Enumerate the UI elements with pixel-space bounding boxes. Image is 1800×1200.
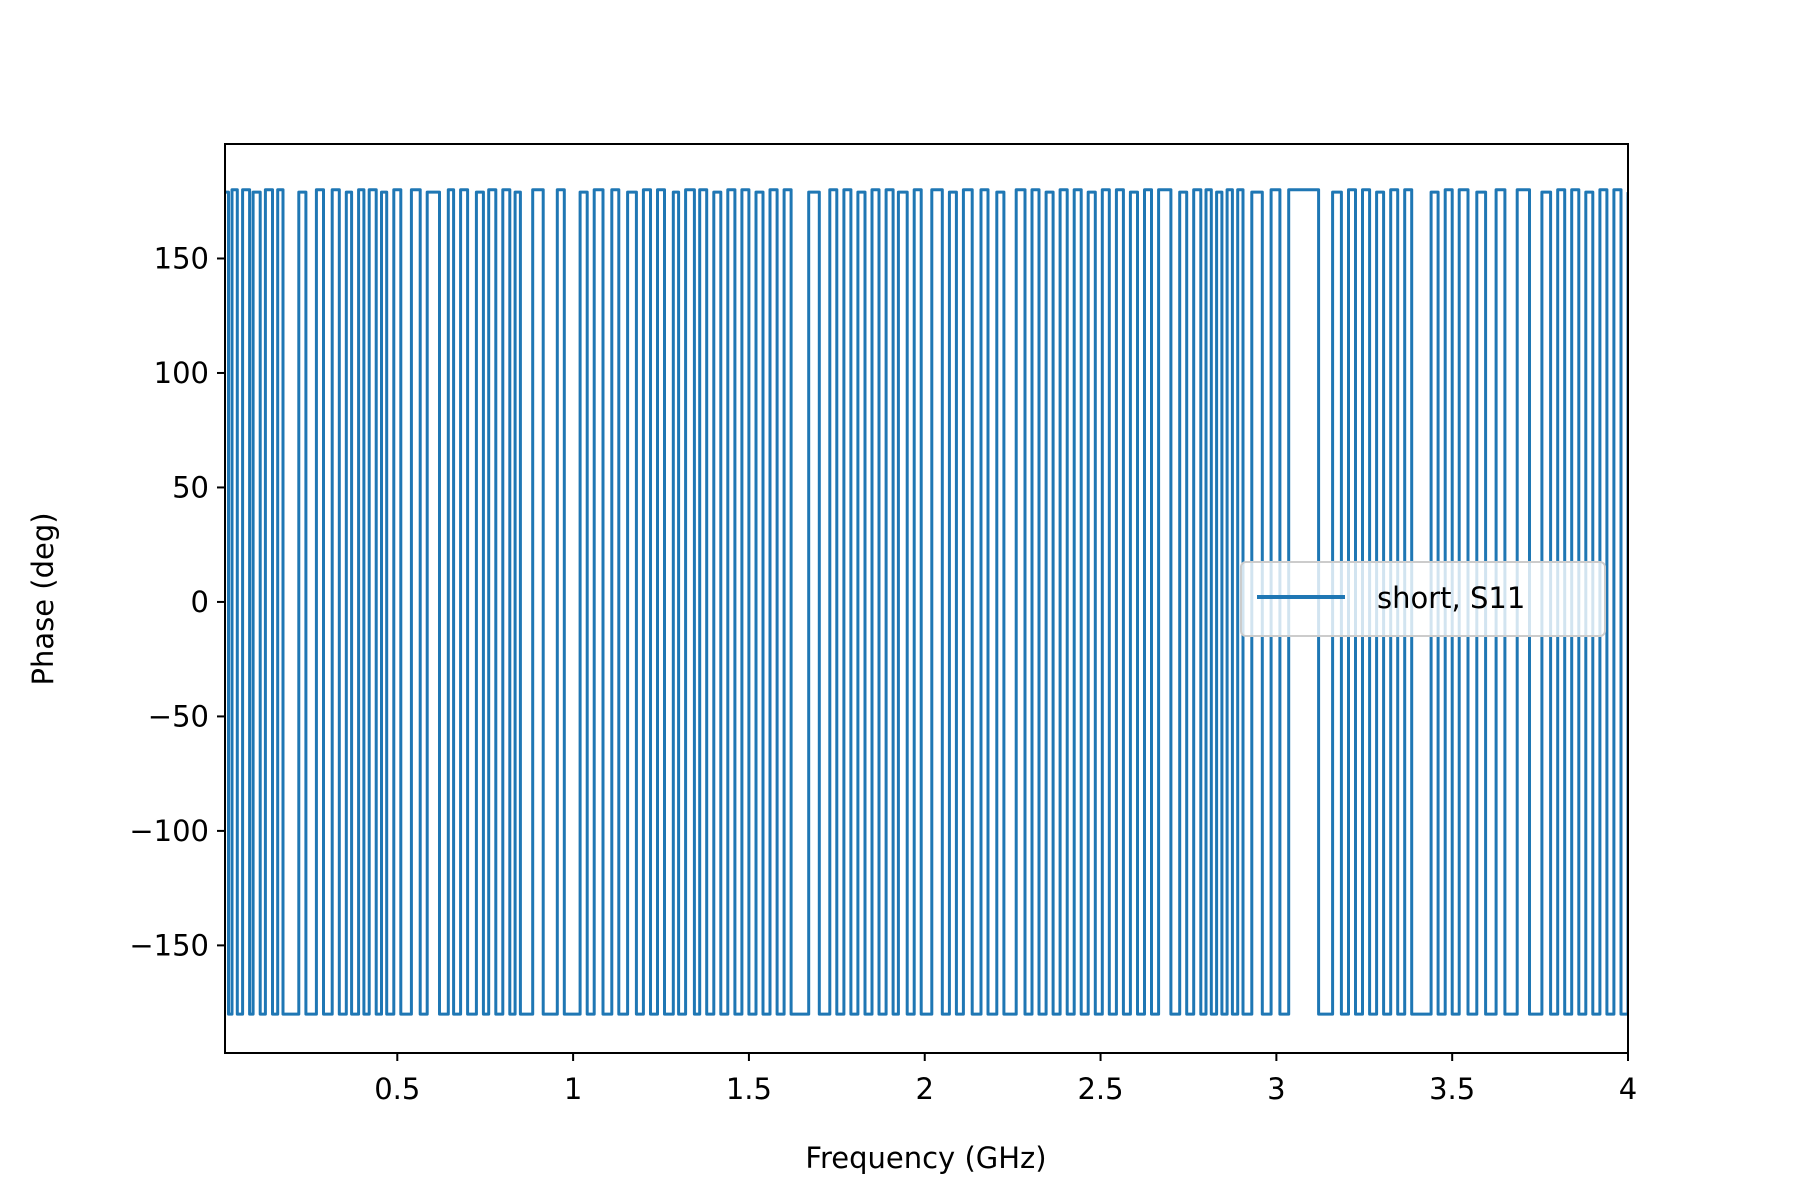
y-tick-label: −150 bbox=[129, 928, 209, 962]
y-tick-label: 0 bbox=[191, 585, 209, 619]
x-tick-label: 2 bbox=[916, 1072, 934, 1106]
legend-box bbox=[1240, 561, 1606, 637]
y-axis-label: Phase (deg) bbox=[26, 512, 60, 685]
x-tick-label: 2.5 bbox=[1077, 1072, 1123, 1106]
x-tick-label: 3 bbox=[1267, 1072, 1285, 1106]
y-axis: 150 100 50 0 −50 −100 −150 bbox=[129, 241, 225, 962]
y-tick-label: −100 bbox=[129, 814, 209, 848]
y-tick-label: 100 bbox=[154, 356, 209, 390]
y-tick-label: 150 bbox=[154, 241, 209, 275]
legend-label: short, S11 bbox=[1377, 581, 1525, 615]
plot-area bbox=[224, 143, 1629, 1054]
x-tick-label: 1 bbox=[564, 1072, 582, 1106]
x-axis: 0.5 1 1.5 2 2.5 3 3.5 4 bbox=[374, 1053, 1637, 1106]
axes-frame bbox=[224, 143, 1629, 1054]
legend: short, S11 bbox=[1240, 561, 1606, 637]
x-tick-label: 4 bbox=[1619, 1072, 1637, 1106]
y-tick-label: 50 bbox=[172, 470, 209, 504]
x-tick-label: 0.5 bbox=[374, 1072, 420, 1106]
x-axis-label: Frequency (GHz) bbox=[805, 1141, 1046, 1175]
y-tick-label: −50 bbox=[148, 699, 209, 733]
x-tick-label: 1.5 bbox=[726, 1072, 772, 1106]
x-tick-label: 3.5 bbox=[1429, 1072, 1475, 1106]
series-line-short-s11 bbox=[225, 188, 1628, 1016]
series-layer bbox=[225, 188, 1628, 1016]
